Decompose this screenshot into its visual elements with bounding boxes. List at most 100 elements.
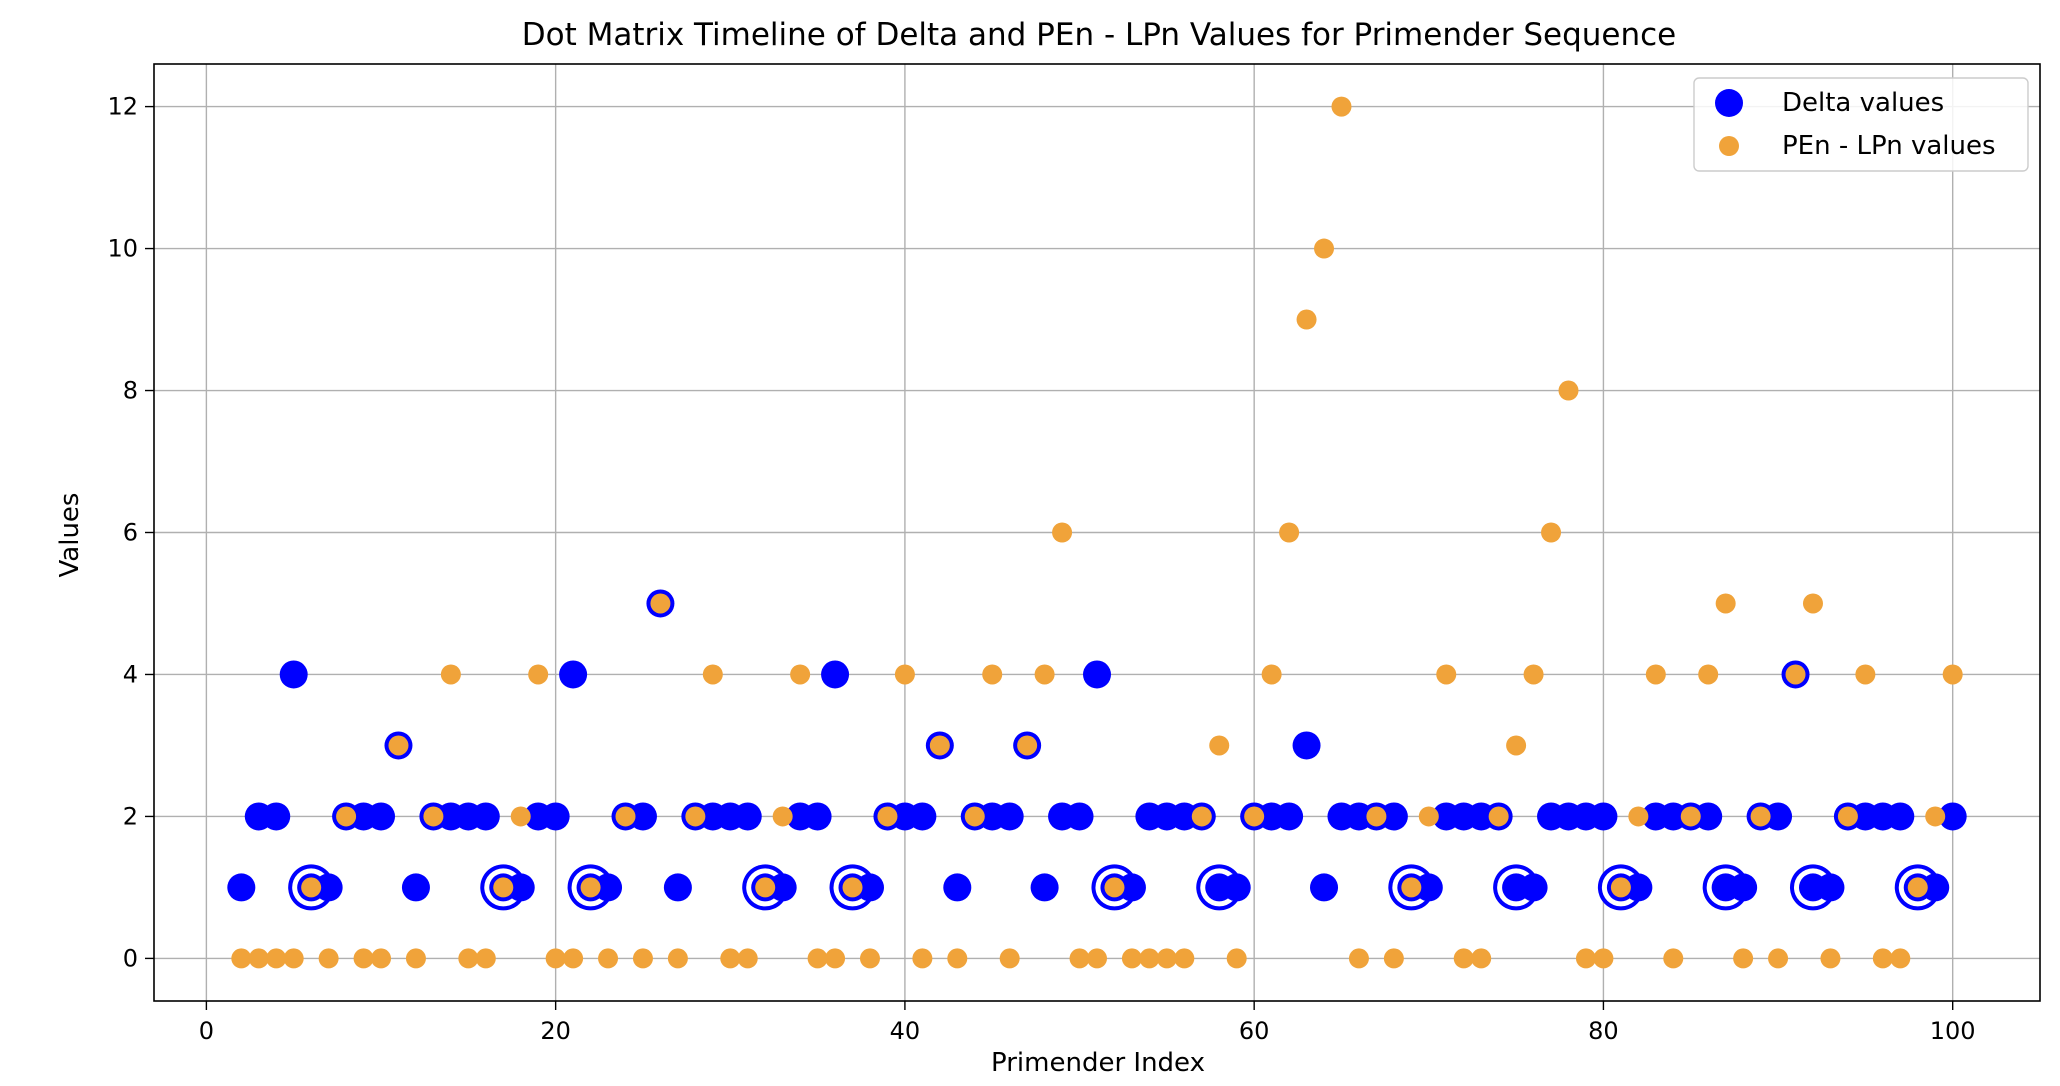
y-tick-label: 6 [123,519,138,547]
pen-lpn-point [912,948,933,969]
y-axis-label: Values [55,493,85,578]
delta-point [1589,802,1618,831]
pen-lpn-point [405,948,426,969]
pen-lpn-point [1191,806,1212,827]
delta-point [1030,873,1059,902]
pen-lpn-point [720,948,741,969]
pen-lpn-point [1558,380,1579,401]
pen-lpn-point [877,806,898,827]
delta-point [594,873,623,902]
pen-lpn-point [1593,948,1614,969]
delta-point [1379,802,1408,831]
delta-point [471,802,500,831]
pen-lpn-point [1436,664,1457,685]
pen-lpn-point [1925,806,1946,827]
pen-lpn-point [318,948,339,969]
y-tick-label: 8 [123,377,138,405]
delta-point [1310,873,1339,902]
chart-title: Dot Matrix Timeline of Delta and PEn - L… [522,17,1676,53]
legend-label-delta: Delta values [1782,88,1944,118]
pen-lpn-point [1279,522,1300,543]
pen-lpn-point [859,948,880,969]
pen-lpn-point [1418,806,1439,827]
delta-point [821,660,850,689]
pen-lpn-point [388,735,409,756]
pen-lpn-point [1698,664,1719,685]
pen-lpn-point [1785,664,1806,685]
delta-point [1938,802,1967,831]
pen-lpn-point [1663,948,1684,969]
delta-point [1624,873,1653,902]
pen-lpn-point [737,948,758,969]
delta-point [279,660,308,689]
legend-box [1693,77,2029,172]
delta-point [1921,873,1950,902]
pen-lpn-point [231,948,252,969]
pen-lpn-point [842,877,863,898]
pen-lpn-points [231,96,1963,969]
delta-point [1065,802,1094,831]
pen-lpn-point [964,806,985,827]
pen-lpn-point [353,948,374,969]
pen-lpn-point [423,806,444,827]
pen-lpn-point [1052,522,1073,543]
pen-lpn-point [458,948,479,969]
pen-lpn-point [615,806,636,827]
y-tick-label: 10 [107,235,138,263]
pen-lpn-point [1628,806,1649,827]
delta-point [1222,873,1251,902]
pen-lpn-point [1768,948,1789,969]
delta-point [1886,802,1915,831]
delta-point [1694,802,1723,831]
pen-lpn-point [1907,877,1928,898]
pen-lpn-point [1069,948,1090,969]
pen-lpn-point [702,664,723,685]
pen-lpn-point [545,948,566,969]
pen-lpn-point [1575,948,1596,969]
pen-lpn-point [1244,806,1265,827]
x-tick-label: 60 [1239,1017,1270,1045]
pen-lpn-point [1872,948,1893,969]
pen-lpn-point [266,948,287,969]
delta-point [227,873,256,902]
delta-point [1292,731,1321,760]
delta-point [506,873,535,902]
pen-lpn-point [667,948,688,969]
pen-lpn-point [632,948,653,969]
delta-point [367,802,396,831]
pen-lpn-point [1523,664,1544,685]
pen-lpn-point [1802,593,1823,614]
pen-lpn-point [563,948,584,969]
data-points [227,96,1967,969]
pen-lpn-point [1087,948,1107,969]
pen-lpn-point [1715,593,1736,614]
delta-point [262,802,291,831]
pen-lpn-point [1506,735,1527,756]
pen-lpn-point [1226,948,1247,969]
pen-lpn-point [947,948,968,969]
delta-point [768,873,797,902]
pen-lpn-point [1733,948,1754,969]
pen-lpn-point [1139,948,1160,969]
pen-lpn-point [929,735,950,756]
pen-lpn-point [475,948,496,969]
delta-point [1083,660,1111,689]
pen-lpn-point [493,877,514,898]
pen-lpn-point [371,948,392,969]
legend-marker-delta [1715,89,1743,117]
delta-point [559,660,588,689]
pen-lpn-point [301,877,322,898]
x-tick-label: 0 [199,1017,214,1045]
delta-point [1117,873,1146,902]
pen-lpn-point [1471,948,1492,969]
pen-lpn-point [1366,806,1387,827]
pen-lpn-point [580,877,601,898]
delta-point [1519,873,1548,902]
pen-lpn-point [440,664,461,685]
pen-lpn-point [1156,948,1177,969]
pen-lpn-point [825,948,846,969]
pen-lpn-point [1401,877,1422,898]
pen-lpn-point [807,948,828,969]
pen-lpn-point [1820,948,1841,969]
